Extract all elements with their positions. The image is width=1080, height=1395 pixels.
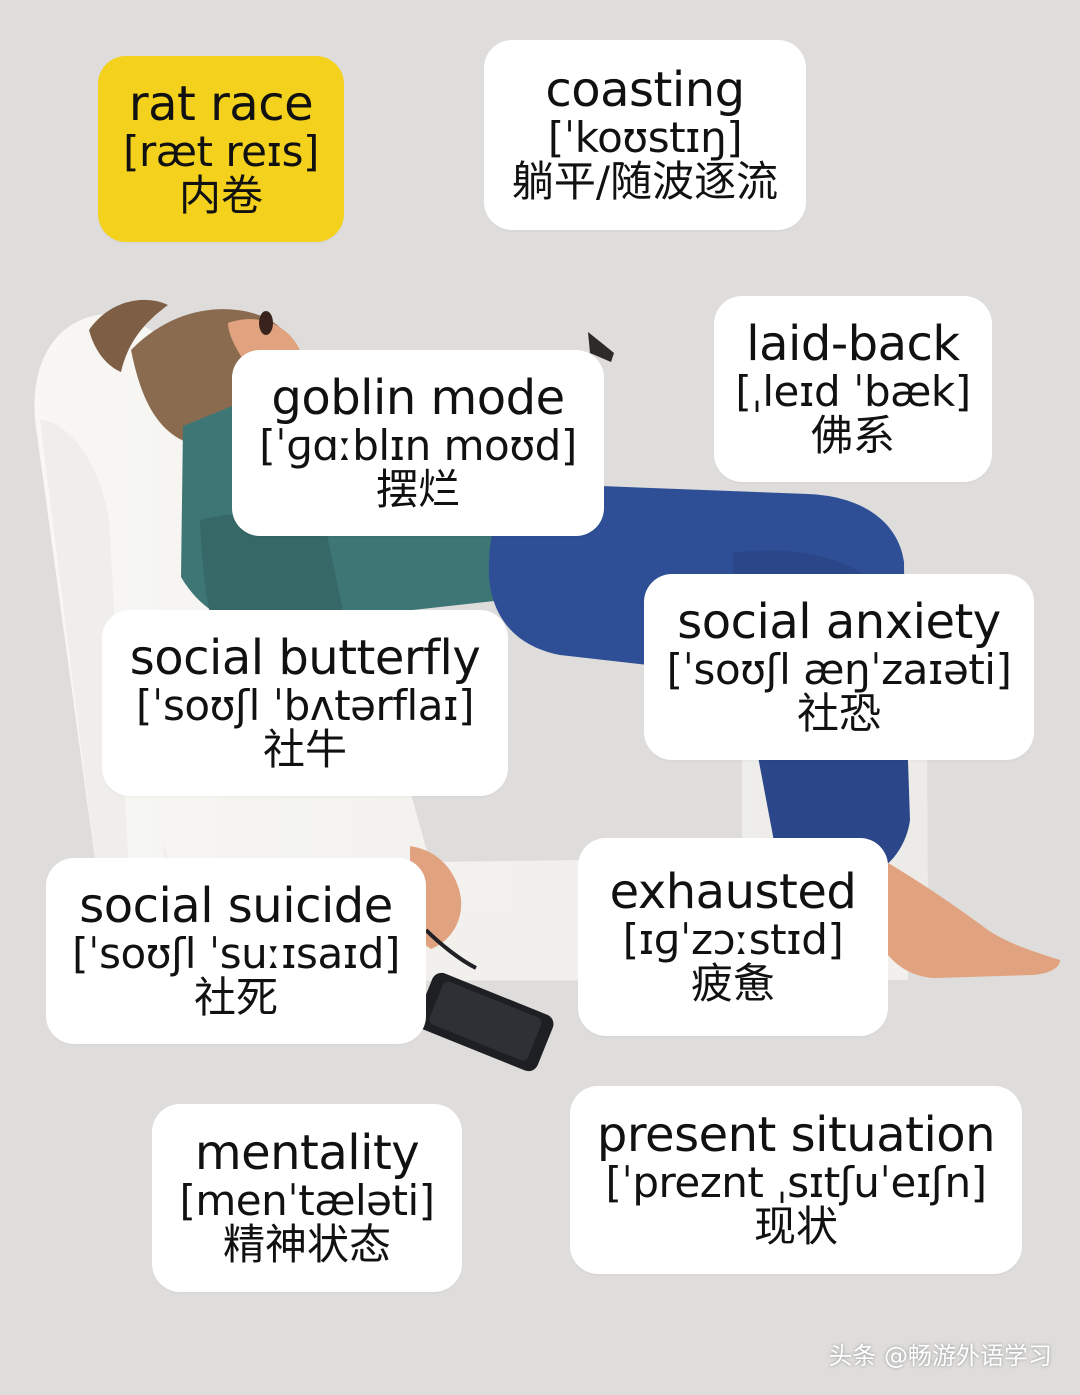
vocab-card-goblin-mode: goblin mode [ˈɡɑːblɪn moʊd] 摆烂 [232, 350, 604, 536]
vocab-card-mentality: mentality [menˈtæləti] 精神状态 [152, 1104, 462, 1292]
vocab-term: mentality [194, 1125, 420, 1182]
vocab-pronunciation: [ˈsoʊʃl æŋˈzaɪəti] [666, 644, 1012, 694]
vocab-term: laid-back [746, 316, 960, 373]
vocab-meaning: 现状 [753, 1202, 838, 1252]
vocab-pronunciation: [ˈsoʊʃl ˈsuːɪsaɪd] [72, 928, 400, 978]
vocab-meaning: 佛系 [810, 411, 895, 461]
vocab-term: exhausted [609, 864, 857, 921]
vocab-pronunciation: [ˌleɪd ˈbæk] [735, 366, 971, 416]
vocab-term: rat race [128, 76, 314, 133]
vocab-meaning: 社牛 [262, 725, 347, 775]
vocab-meaning: 社死 [193, 973, 278, 1023]
vocab-term: social anxiety [677, 594, 1001, 651]
vocab-pronunciation: [ˈkoʊstɪŋ] [547, 112, 743, 162]
vocab-pronunciation: [ˈsoʊʃl ˈbʌtərflaɪ] [136, 680, 474, 730]
vocab-term: goblin mode [271, 370, 565, 427]
vocab-pronunciation: [ˈɡɑːblɪn moʊd] [259, 420, 577, 470]
vocab-card-social-suicide: social suicide [ˈsoʊʃl ˈsuːɪsaɪd] 社死 [46, 858, 426, 1044]
vocab-meaning: 疲惫 [690, 959, 775, 1009]
vocab-meaning: 摆烂 [375, 465, 460, 515]
vocab-meaning: 躺平/随波逐流 [511, 157, 779, 207]
vocab-pronunciation: [ræt reɪs] [123, 126, 319, 176]
vocab-card-rat-race: rat race [ræt reɪs] 内卷 [98, 56, 344, 242]
vocab-card-social-anxiety: social anxiety [ˈsoʊʃl æŋˈzaɪəti] 社恐 [644, 574, 1034, 760]
vocab-pronunciation: [menˈtæləti] [179, 1175, 435, 1225]
vocab-card-coasting: coasting [ˈkoʊstɪŋ] 躺平/随波逐流 [484, 40, 806, 230]
watermark: 头条 @畅游外语学习 [828, 1342, 1052, 1370]
vocab-meaning: 精神状态 [222, 1220, 391, 1270]
vocab-meaning: 内卷 [178, 171, 263, 221]
vocab-card-present-situation: present situation [ˈpreznt ˌsɪtʃuˈeɪʃn] … [570, 1086, 1022, 1274]
vocab-card-exhausted: exhausted [ɪɡˈzɔːstɪd] 疲惫 [578, 838, 888, 1036]
vocab-card-social-butterfly: social butterfly [ˈsoʊʃl ˈbʌtərflaɪ] 社牛 [102, 610, 508, 796]
vocab-meaning: 社恐 [796, 689, 881, 739]
vocab-pronunciation: [ˈpreznt ˌsɪtʃuˈeɪʃn] [605, 1157, 987, 1207]
vocab-term: social butterfly [129, 630, 481, 687]
vocab-term: social suicide [79, 878, 393, 935]
vocab-card-laid-back: laid-back [ˌleɪd ˈbæk] 佛系 [714, 296, 992, 482]
vocab-term: coasting [545, 62, 745, 119]
vocab-term: present situation [596, 1107, 996, 1164]
vocab-pronunciation: [ɪɡˈzɔːstɪd] [622, 914, 844, 964]
